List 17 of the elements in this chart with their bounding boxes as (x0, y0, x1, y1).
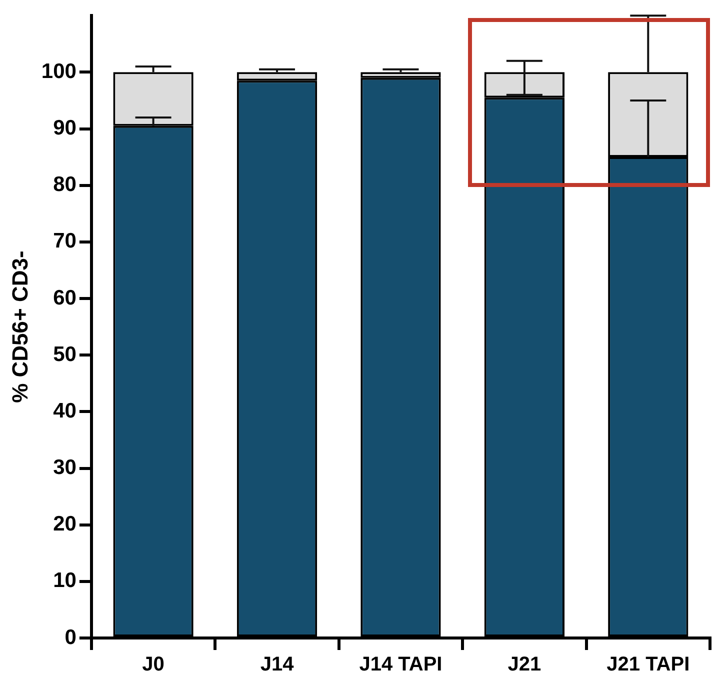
y-tick-label: 60 (53, 286, 76, 310)
y-tick-label: 100 (41, 60, 76, 83)
y-tick-label: 80 (53, 173, 76, 196)
y-tick-label: 90 (53, 116, 76, 140)
x-tick-label: J14 (260, 654, 295, 676)
y-tick-label: 50 (53, 342, 76, 366)
x-tick-label: J21 TAPI (606, 654, 690, 676)
x-tick-label: J14 TAPI (359, 654, 442, 676)
x-tick-label: J21 (508, 654, 542, 676)
y-tick-label: 10 (53, 569, 76, 592)
y-axis-title: % CD56+ CD3- (7, 250, 32, 403)
x-tick-label: J0 (142, 654, 164, 676)
y-tick-label: 30 (53, 456, 76, 480)
y-tick-label: 20 (53, 512, 76, 536)
y-tick-label: 70 (53, 230, 76, 253)
y-tick-label: 0 (64, 626, 76, 649)
y-tick-label: 40 (53, 399, 76, 422)
